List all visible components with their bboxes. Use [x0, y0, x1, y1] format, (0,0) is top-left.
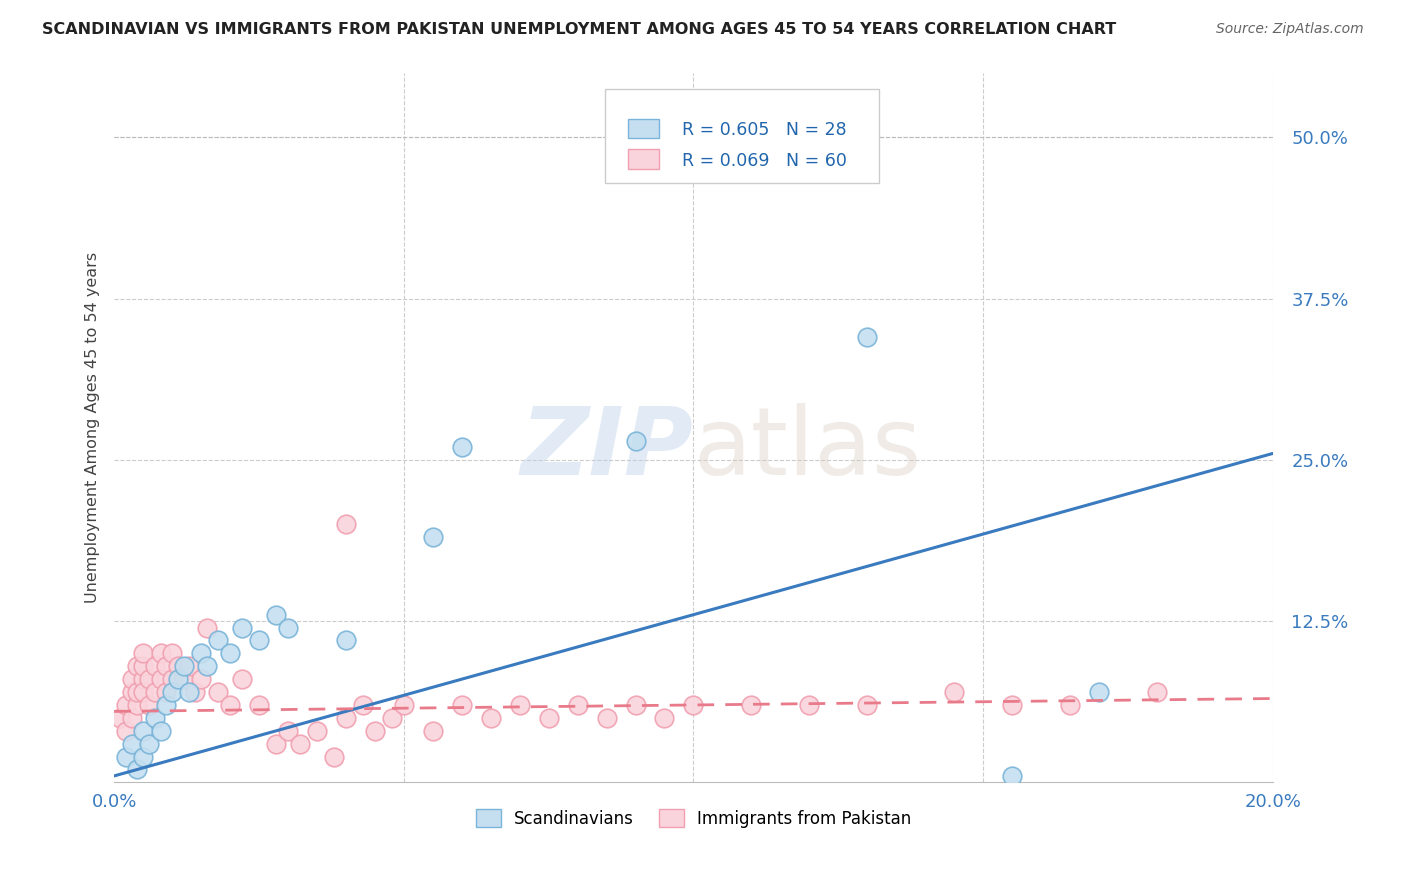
Point	[277, 723, 299, 738]
Text: Source: ZipAtlas.com: Source: ZipAtlas.com	[1216, 22, 1364, 37]
Point	[149, 672, 172, 686]
Point	[132, 672, 155, 686]
Point	[127, 763, 149, 777]
Point	[219, 646, 242, 660]
Point	[247, 633, 270, 648]
Point	[231, 621, 253, 635]
Text: ZIP: ZIP	[520, 403, 693, 495]
Point	[114, 698, 136, 712]
Point	[537, 711, 560, 725]
Text: SCANDINAVIAN VS IMMIGRANTS FROM PAKISTAN UNEMPLOYMENT AMONG AGES 45 TO 54 YEARS : SCANDINAVIAN VS IMMIGRANTS FROM PAKISTAN…	[42, 22, 1116, 37]
Point	[1088, 685, 1111, 699]
Point	[138, 737, 160, 751]
Point	[740, 698, 762, 712]
Point	[138, 698, 160, 712]
Point	[207, 685, 229, 699]
Point	[231, 672, 253, 686]
Point	[155, 685, 177, 699]
Point	[160, 685, 183, 699]
Point	[149, 646, 172, 660]
Point	[160, 672, 183, 686]
Point	[682, 698, 704, 712]
Point	[288, 737, 311, 751]
Point	[121, 672, 143, 686]
Legend: Scandinavians, Immigrants from Pakistan: Scandinavians, Immigrants from Pakistan	[468, 803, 918, 834]
Point	[195, 659, 218, 673]
Point	[266, 607, 288, 622]
Point	[247, 698, 270, 712]
Point	[450, 698, 472, 712]
Text: R = 0.605   N = 28: R = 0.605 N = 28	[682, 121, 846, 139]
Point	[364, 723, 387, 738]
Point	[179, 659, 201, 673]
Point	[450, 440, 472, 454]
Point	[179, 685, 201, 699]
Point	[422, 723, 444, 738]
Point	[799, 698, 821, 712]
Point	[1059, 698, 1081, 712]
Point	[352, 698, 374, 712]
Point	[167, 672, 190, 686]
Point	[132, 659, 155, 673]
Point	[155, 698, 177, 712]
Point	[132, 685, 155, 699]
Point	[114, 723, 136, 738]
Point	[943, 685, 966, 699]
Point	[121, 685, 143, 699]
Point	[121, 737, 143, 751]
Text: atlas: atlas	[693, 403, 922, 495]
Point	[143, 659, 166, 673]
Point	[1001, 769, 1024, 783]
Point	[132, 646, 155, 660]
Point	[305, 723, 328, 738]
Point	[149, 723, 172, 738]
Point	[335, 633, 357, 648]
Point	[856, 330, 879, 344]
Point	[114, 749, 136, 764]
Point	[335, 517, 357, 532]
Point	[173, 672, 195, 686]
Point	[184, 685, 207, 699]
Point	[143, 685, 166, 699]
Point	[108, 711, 131, 725]
Point	[624, 434, 647, 448]
Point	[132, 749, 155, 764]
Point	[143, 711, 166, 725]
Point	[595, 711, 617, 725]
Point	[160, 646, 183, 660]
Point	[127, 659, 149, 673]
Point	[266, 737, 288, 751]
Point	[207, 633, 229, 648]
Point	[1146, 685, 1168, 699]
Point	[127, 698, 149, 712]
Point	[138, 672, 160, 686]
Text: R = 0.069   N = 60: R = 0.069 N = 60	[682, 152, 846, 169]
Point	[509, 698, 531, 712]
Point	[190, 672, 212, 686]
Point	[856, 698, 879, 712]
Point	[121, 711, 143, 725]
Point	[190, 646, 212, 660]
Point	[624, 698, 647, 712]
Point	[1001, 698, 1024, 712]
Point	[173, 659, 195, 673]
Point	[219, 698, 242, 712]
Point	[155, 659, 177, 673]
Point	[392, 698, 415, 712]
Point	[132, 723, 155, 738]
Point	[381, 711, 404, 725]
Point	[167, 659, 190, 673]
Point	[422, 530, 444, 544]
Y-axis label: Unemployment Among Ages 45 to 54 years: Unemployment Among Ages 45 to 54 years	[86, 252, 100, 603]
Point	[479, 711, 502, 725]
Point	[567, 698, 589, 712]
Point	[277, 621, 299, 635]
Point	[323, 749, 346, 764]
Point	[127, 685, 149, 699]
Point	[195, 621, 218, 635]
Point	[335, 711, 357, 725]
Point	[654, 711, 676, 725]
